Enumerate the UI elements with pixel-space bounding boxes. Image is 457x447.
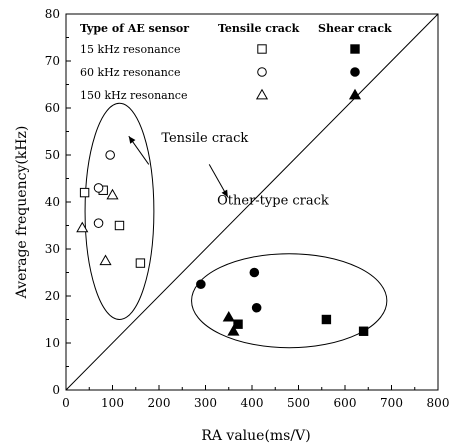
x-tick-label: 500 (287, 396, 310, 410)
y-tick-label: 0 (52, 383, 60, 397)
legend-header-tensile: Tensile crack (218, 22, 300, 35)
y-tick-label: 10 (45, 336, 60, 350)
y-tick-label: 20 (45, 289, 60, 303)
y-tick-label: 50 (45, 148, 60, 162)
data-point-square-tensile (135, 258, 146, 268)
data-point-square-shear (321, 314, 332, 325)
cluster-ellipses (84, 102, 388, 349)
divider-line (65, 13, 439, 391)
data-point-circle-tensile (105, 150, 115, 160)
data-point-circle-shear (196, 279, 206, 290)
y-tick-label: 80 (45, 7, 60, 21)
data-point-circle-shear (251, 302, 262, 313)
y-tick-label: 40 (45, 195, 60, 209)
data-points (76, 150, 369, 336)
data-point-square-shear (358, 326, 369, 336)
divider-line (65, 13, 439, 391)
annotation-label: Tensile crack (161, 131, 248, 146)
legend-entry-label: 150 kHz resonance (80, 89, 187, 102)
legend: Type of AE sensor Tensile crack Shear crac… (80, 22, 392, 102)
y-axis-label: Average frequency(kHz) (14, 126, 30, 300)
data-point-square-tensile (114, 220, 125, 231)
x-tick-label: 700 (380, 396, 403, 410)
x-tick-label: 400 (241, 396, 264, 410)
legend-marker-shear (350, 44, 360, 54)
x-tick-label: 200 (148, 396, 171, 410)
cluster-ellipse (191, 253, 388, 349)
legend-marker-shear (348, 88, 362, 100)
data-point-square-shear (233, 319, 243, 329)
legend-marker-tensile (257, 67, 267, 77)
data-point-triangle-shear (222, 310, 235, 322)
x-tick-label: 800 (427, 396, 450, 410)
data-point-circle-shear (249, 267, 260, 278)
axis-ticks (65, 13, 439, 391)
tick-labels: 0 100 200 300 400 500 600 700 800 0 10 20 30 40 50 60 70… (45, 7, 450, 410)
x-tick-label: 0 (62, 396, 70, 410)
legend-marker-tensile (255, 88, 269, 100)
data-point-triangle-tensile (106, 188, 119, 200)
y-tick-label: 60 (45, 101, 60, 115)
arrow-head (221, 189, 228, 198)
arrow-head (128, 136, 136, 144)
legend-marker-tensile (257, 44, 267, 54)
data-point-triangle-tensile (99, 254, 112, 266)
data-point-circle-tensile (93, 183, 104, 193)
legend-entry-label: 60 kHz resonance (80, 66, 180, 79)
annotation-label: Other-type crack (217, 193, 329, 208)
x-axis-label: RA value(ms/V) (201, 428, 310, 444)
data-point-square-tensile (79, 187, 90, 198)
legend-marker-shear (350, 67, 360, 77)
data-point-triangle-shear (227, 325, 240, 336)
x-tick-label: 600 (334, 396, 357, 410)
legend-header-sensor: Type of AE sensor (80, 22, 189, 35)
cluster-ellipse (84, 102, 155, 320)
legend-header-shear: Shear crack (318, 22, 392, 35)
legend-entry-label: 15 kHz resonance (80, 43, 180, 56)
y-tick-label: 70 (45, 54, 60, 68)
annotations: Tensile crack Other-type crack (128, 131, 329, 208)
data-point-circle-tensile (93, 218, 104, 228)
x-tick-label: 100 (101, 396, 124, 410)
data-point-triangle-tensile (76, 221, 89, 233)
x-tick-label: 300 (194, 396, 217, 410)
y-tick-label: 30 (45, 242, 60, 256)
